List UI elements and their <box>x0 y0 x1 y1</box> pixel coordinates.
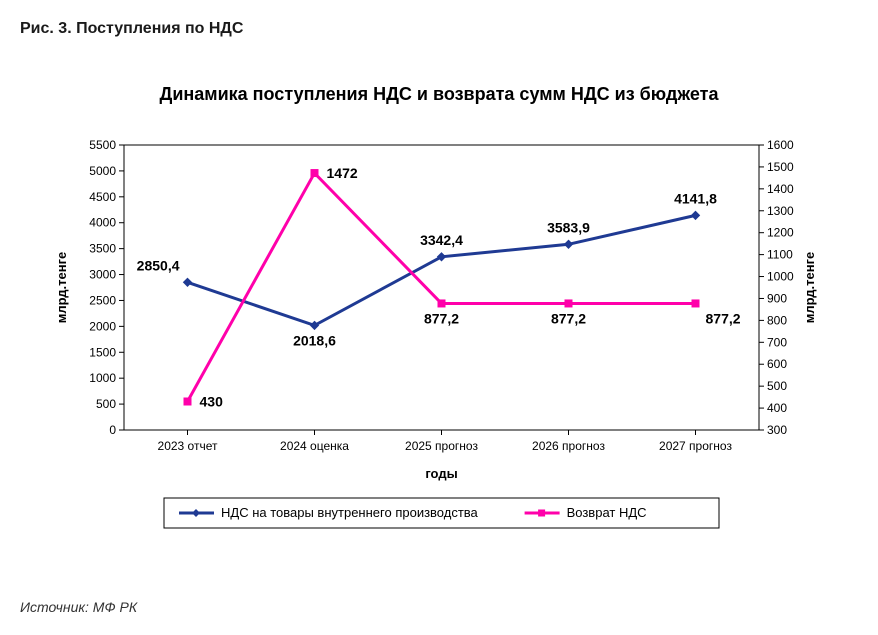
svg-text:1500: 1500 <box>767 160 794 174</box>
svg-text:5500: 5500 <box>89 138 116 152</box>
svg-text:2000: 2000 <box>89 319 116 333</box>
svg-text:900: 900 <box>767 291 787 305</box>
svg-text:2018,6: 2018,6 <box>293 332 336 348</box>
svg-text:3342,4: 3342,4 <box>420 232 463 248</box>
svg-text:1300: 1300 <box>767 204 794 218</box>
svg-text:430: 430 <box>200 394 224 410</box>
svg-text:Возврат НДС: Возврат НДС <box>567 505 647 520</box>
svg-text:600: 600 <box>767 357 787 371</box>
svg-text:877,2: 877,2 <box>706 310 741 326</box>
svg-text:1600: 1600 <box>767 138 794 152</box>
svg-text:1400: 1400 <box>767 182 794 196</box>
svg-text:1500: 1500 <box>89 345 116 359</box>
figure-caption: Рис. 3. Поступления по НДС <box>20 20 858 38</box>
svg-text:800: 800 <box>767 313 787 327</box>
plot-area: 0 500 1000 1500 2000 2500 3000 3500 4000 4500 5000… <box>39 130 839 575</box>
chart-svg: 0 500 1000 1500 2000 2500 3000 3500 4000 4500 5000… <box>39 130 839 570</box>
svg-text:млрд.тенге: млрд.тенге <box>54 252 69 323</box>
chart-title: Динамика поступления НДС и возврата сумм… <box>20 84 858 105</box>
svg-text:877,2: 877,2 <box>551 310 586 326</box>
svg-text:3583,9: 3583,9 <box>547 219 590 235</box>
svg-text:2023 отчет: 2023 отчет <box>158 439 218 453</box>
svg-text:3500: 3500 <box>89 242 116 256</box>
svg-text:млрд.тенге: млрд.тенге <box>802 252 817 323</box>
svg-text:2025 прогноз: 2025 прогноз <box>405 439 478 453</box>
svg-text:1100: 1100 <box>767 248 793 262</box>
svg-text:500: 500 <box>767 379 787 393</box>
svg-text:400: 400 <box>767 401 787 415</box>
svg-text:3000: 3000 <box>89 268 116 282</box>
svg-text:877,2: 877,2 <box>424 310 459 326</box>
svg-text:5000: 5000 <box>89 164 116 178</box>
svg-text:4000: 4000 <box>89 216 116 230</box>
svg-text:700: 700 <box>767 335 787 349</box>
source-note: Источник: МФ РК <box>20 599 858 615</box>
svg-text:2850,4: 2850,4 <box>137 257 180 273</box>
svg-text:500: 500 <box>96 397 116 411</box>
svg-text:1472: 1472 <box>327 165 358 181</box>
svg-text:0: 0 <box>109 423 116 437</box>
svg-text:4500: 4500 <box>89 190 116 204</box>
svg-text:2500: 2500 <box>89 293 116 307</box>
svg-text:2026 прогноз: 2026 прогноз <box>532 439 605 453</box>
svg-text:НДС на товары внутреннего прои: НДС на товары внутреннего производства <box>221 505 479 520</box>
svg-text:2027 прогноз: 2027 прогноз <box>659 439 732 453</box>
svg-text:годы: годы <box>425 466 457 481</box>
svg-text:300: 300 <box>767 423 787 437</box>
svg-text:1200: 1200 <box>767 226 794 240</box>
svg-text:1000: 1000 <box>767 270 794 284</box>
svg-text:1000: 1000 <box>89 371 116 385</box>
svg-text:4141,8: 4141,8 <box>674 190 717 206</box>
svg-text:2024 оценка: 2024 оценка <box>280 439 349 453</box>
chart-container: Динамика поступления НДС и возврата сумм… <box>20 54 858 585</box>
